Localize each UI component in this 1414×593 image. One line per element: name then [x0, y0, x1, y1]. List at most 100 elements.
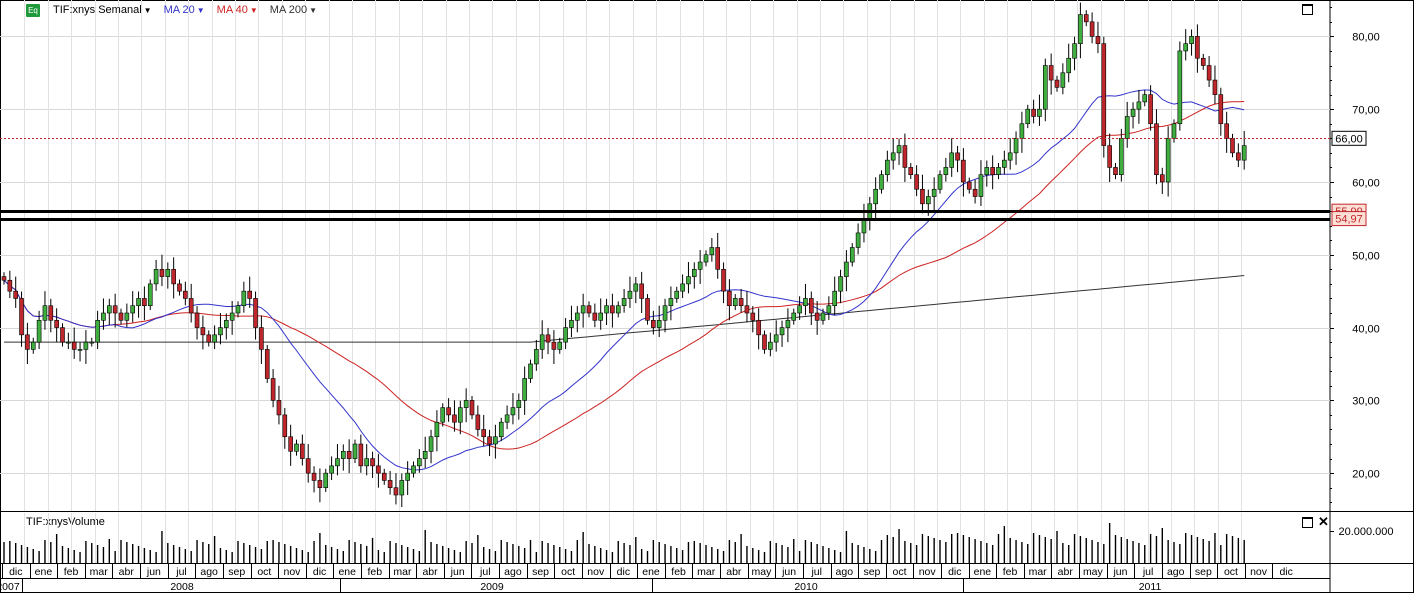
- candle-body: [200, 327, 206, 336]
- candle-body: [832, 290, 838, 307]
- symbol-selector[interactable]: TIF:xnys Semanal ▼: [53, 4, 152, 16]
- month-label: oct: [257, 566, 271, 578]
- candle-body: [1060, 72, 1066, 88]
- candle-body: [691, 269, 697, 277]
- candle-body: [1212, 79, 1218, 95]
- candle-body: [1130, 108, 1136, 117]
- candle-body: [925, 196, 931, 205]
- candle-body: [317, 480, 323, 489]
- candle-body: [54, 319, 59, 328]
- candle-body: [247, 290, 252, 299]
- month-label: jun: [781, 566, 796, 578]
- month-label: mar: [697, 566, 716, 578]
- candle-body: [399, 480, 405, 496]
- month-label: dic: [948, 566, 961, 578]
- eq-badge-icon[interactable]: Eq: [26, 4, 40, 17]
- candle-body: [300, 443, 305, 459]
- candle-body: [961, 159, 966, 183]
- candle-body: [36, 319, 42, 343]
- candle-body: [288, 436, 293, 452]
- month-label: nov: [284, 566, 302, 578]
- month-label: ago: [836, 566, 854, 578]
- symbol-label: TIF:xnys Semanal: [53, 4, 142, 16]
- candle-body: [522, 378, 527, 401]
- candle-body: [335, 458, 340, 467]
- candle-body: [7, 279, 13, 292]
- month-label: feb: [368, 566, 383, 578]
- year-label: 2008: [170, 581, 194, 593]
- month-label: jul: [810, 566, 822, 578]
- candle-body: [218, 327, 223, 336]
- candle-body: [487, 436, 492, 445]
- chevron-down-icon: ▼: [143, 5, 152, 15]
- candle-body: [13, 290, 18, 299]
- horizontal-lines: [0, 138, 1330, 221]
- candle-body: [557, 341, 563, 350]
- candle-body: [329, 465, 334, 474]
- candle-body: [259, 327, 264, 350]
- candle-body: [615, 305, 621, 314]
- chevron-down-icon: ▼: [249, 5, 258, 15]
- candle-body: [955, 152, 960, 161]
- candle-body: [48, 305, 54, 321]
- candle-body: [902, 145, 908, 168]
- candle-body: [1218, 94, 1224, 125]
- candle-body: [668, 298, 674, 307]
- candle-body: [440, 407, 446, 423]
- candle-body: [1037, 108, 1042, 117]
- candle-body: [797, 305, 802, 314]
- maximize-volume-pane-icon[interactable]: [1302, 517, 1313, 528]
- last-price-box: [1331, 130, 1367, 146]
- candle-body: [340, 451, 346, 459]
- candle-body: [282, 414, 288, 438]
- candle-body: [1019, 123, 1025, 139]
- month-label: abr: [422, 566, 438, 578]
- month-label: sep: [863, 566, 880, 578]
- candle-body: [159, 269, 165, 277]
- candle-body: [978, 174, 984, 197]
- ma40-label: MA 40: [216, 4, 248, 16]
- candle-body: [1101, 43, 1107, 146]
- candle-body: [966, 181, 972, 190]
- volume-pane-label: TIF:xnysVolume: [26, 516, 105, 528]
- candle-body: [779, 327, 785, 336]
- candle-body: [1241, 145, 1247, 161]
- ma40-selector[interactable]: MA 40 ▼: [217, 4, 258, 16]
- candle-body: [25, 334, 30, 350]
- candle-body: [908, 167, 914, 176]
- y-tick-label: 20,00: [1352, 469, 1380, 481]
- candle-body: [703, 254, 709, 263]
- candle-body: [323, 472, 329, 489]
- candle-body: [142, 298, 147, 307]
- ma20-selector[interactable]: MA 20 ▼: [164, 4, 205, 16]
- candle-body: [188, 298, 194, 314]
- candle-body: [697, 261, 703, 270]
- candle-body: [762, 334, 767, 350]
- candle-body: [750, 312, 756, 321]
- month-label: nov: [919, 566, 937, 578]
- close-volume-pane-icon[interactable]: ✕: [1318, 514, 1329, 529]
- candle-body: [95, 319, 100, 343]
- candle-body: [820, 312, 826, 321]
- candle-body: [855, 232, 861, 248]
- candle-body: [1183, 43, 1188, 52]
- candle-body: [136, 298, 141, 307]
- candle-body: [147, 283, 153, 307]
- ma200-selector[interactable]: MA 200 ▼: [270, 4, 317, 16]
- candle-body: [1072, 43, 1077, 59]
- candle-body: [235, 305, 241, 314]
- candle-body: [452, 414, 457, 423]
- maximize-price-pane-icon[interactable]: [1302, 4, 1313, 15]
- candle-body: [171, 269, 176, 285]
- candle-body: [457, 407, 463, 423]
- candle-body: [434, 421, 440, 438]
- candle-body: [276, 400, 282, 416]
- candle-body: [563, 327, 568, 343]
- candle-body: [124, 312, 130, 321]
- candle-body: [71, 341, 77, 350]
- candle-body: [1206, 65, 1212, 81]
- candle-body: [101, 312, 106, 321]
- month-label: jun: [146, 566, 161, 578]
- candle-body: [1089, 21, 1095, 37]
- candle-body: [627, 290, 633, 299]
